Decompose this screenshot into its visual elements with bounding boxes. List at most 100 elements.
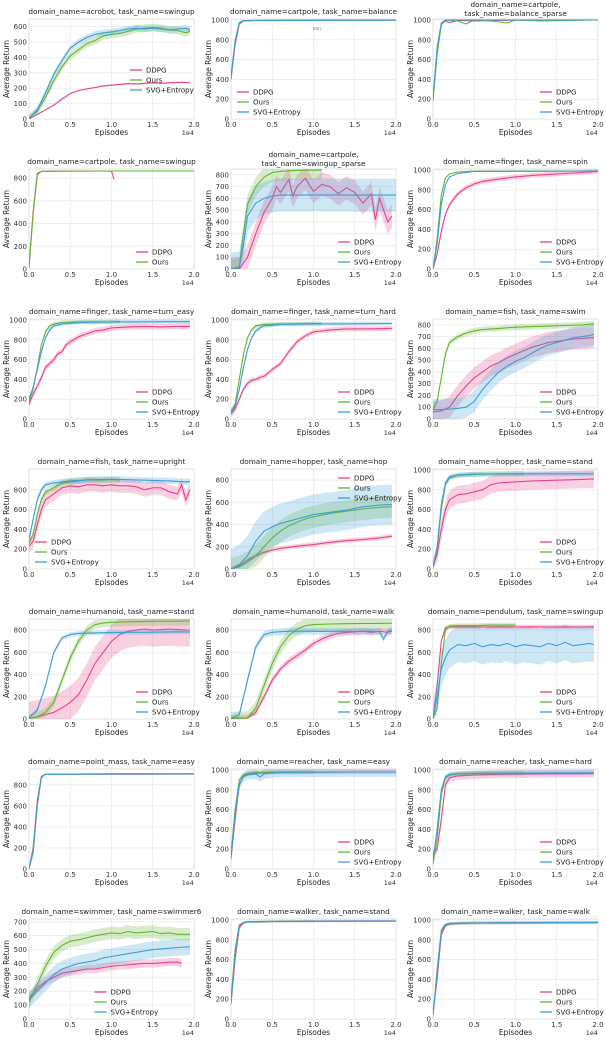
- series-band-ours: [231, 770, 314, 857]
- x-multiplier-label: 1e4: [182, 1029, 194, 1037]
- x-tick-label: 0.5: [267, 571, 278, 579]
- legend-label: SVG+Entropy: [354, 859, 402, 867]
- y-tick-label: 400: [14, 671, 27, 679]
- y-tick-label: 800: [14, 781, 27, 789]
- y-tick-label: 200: [418, 392, 431, 400]
- y-tick-label: 200: [14, 844, 27, 852]
- y-tick-label: 400: [216, 671, 229, 679]
- series-line-ddpg: [433, 337, 594, 413]
- y-axis-label: Average Return: [2, 940, 11, 998]
- legend-label: Ours: [354, 249, 371, 257]
- series-band-ddpg: [231, 534, 392, 569]
- x-tick-label: 1.0: [308, 571, 319, 579]
- y-tick-label: 200: [418, 693, 431, 701]
- y-axis-label: Average Return: [406, 40, 415, 98]
- chart-svg: domain_name=humanoid, task_name=stand 0.0…: [2, 607, 200, 737]
- legend-label: DDPG: [556, 989, 576, 997]
- y-tick-label: 0: [23, 266, 27, 274]
- series-line-ddpg: [231, 535, 392, 569]
- chart-panel: domain_name=walker, task_name=walk 0.0 0.5…: [404, 900, 606, 1054]
- legend-label: Ours: [556, 249, 573, 257]
- series-group: [231, 619, 393, 719]
- chart-legend: DDPG Ours SVG+Entropy: [540, 989, 604, 1017]
- y-tick-label: 0: [427, 566, 431, 574]
- y-tick-label: 200: [418, 846, 431, 854]
- x-tick-label: 2.0: [188, 721, 199, 729]
- y-tick-label: 500: [14, 39, 27, 47]
- x-tick-label: 1.0: [510, 1021, 521, 1029]
- series-group: [29, 619, 190, 719]
- y-tick-label: 1000: [211, 316, 229, 324]
- series-line-ours: [231, 771, 314, 855]
- chart-title: domain_name=fish, task_name=upright: [38, 457, 186, 466]
- y-tick-label: 700: [418, 333, 431, 341]
- chart-svg: domain_name=point_mass, task_name=easy 0.…: [2, 757, 200, 887]
- y-tick-label: 400: [418, 826, 431, 834]
- x-tick-label: 0.0: [427, 121, 438, 129]
- x-tick-label: 2.0: [390, 721, 401, 729]
- series-line-ddpg: [29, 325, 190, 405]
- chart-svg: domain_name=cartpole,task_name=balance_s…: [406, 0, 604, 137]
- y-tick-label: 800: [14, 486, 27, 494]
- y-tick-label: 400: [418, 526, 431, 534]
- legend-label: Ours: [556, 399, 573, 407]
- chart-panel: domain_name=cartpole, task_name=balance_s…: [404, 0, 606, 154]
- x-multiplier-label: 1e4: [384, 129, 396, 137]
- y-tick-label: 600: [216, 356, 229, 364]
- legend-label: SVG+Entropy: [556, 709, 604, 717]
- x-tick-label: 0.0: [225, 871, 236, 879]
- chart-title: domain_name=finger, task_name=turn_hard: [231, 307, 396, 316]
- x-axis-label: Episodes: [499, 878, 532, 887]
- x-tick-label: 2.0: [390, 1021, 401, 1029]
- y-tick-label: 600: [216, 56, 229, 64]
- chart-title: domain_name=fish, task_name=swim: [445, 307, 585, 316]
- chart-title: domain_name=walker, task_name=walk: [441, 907, 591, 916]
- chart-panel: domain_name=walker, task_name=stand 0.0 0.…: [202, 900, 404, 1054]
- x-tick-label: 2.0: [592, 721, 603, 729]
- series-line-ddpg: [231, 177, 393, 269]
- x-tick-label: 0.5: [65, 721, 76, 729]
- chart-title: domain_name=cartpole, task_name=swingup: [27, 157, 196, 166]
- x-tick-label: 0.0: [225, 271, 236, 279]
- y-tick-label: 1000: [211, 766, 229, 774]
- legend-label: DDPG: [556, 689, 576, 697]
- y-tick-label: 400: [14, 376, 27, 384]
- x-multiplier-label: 1e4: [586, 129, 598, 137]
- x-tick-label: 0.0: [23, 871, 34, 879]
- y-tick-label: 600: [14, 506, 27, 514]
- y-axis-label: Average Return: [204, 940, 213, 998]
- x-tick-label: 1.5: [349, 571, 360, 579]
- y-tick-label: 0: [427, 266, 431, 274]
- chart-legend: DDPG Ours SVG+Entropy: [237, 89, 301, 117]
- chart-svg: domain_name=acrobot, task_name=swingup 0.…: [2, 7, 200, 137]
- legend-label: DDPG: [253, 89, 273, 97]
- x-tick-label: 0.5: [469, 271, 480, 279]
- y-axis-label: Average Return: [406, 790, 415, 848]
- x-axis-label: Episodes: [95, 878, 128, 887]
- legend-label: Ours: [556, 549, 573, 557]
- series-line-ours: [231, 169, 322, 269]
- legend-label: DDPG: [354, 389, 374, 397]
- legend-label: SVG+Entropy: [556, 109, 604, 117]
- y-tick-label: 800: [418, 186, 431, 194]
- series-line-svg-entropy: [433, 641, 595, 719]
- y-tick-label: 0: [23, 1016, 27, 1024]
- x-tick-label: 1.0: [510, 271, 521, 279]
- y-tick-label: 0: [225, 716, 229, 724]
- series-line-svg-entropy: [433, 921, 598, 1016]
- legend-label: SVG+Entropy: [253, 109, 301, 117]
- y-tick-label: 0: [427, 116, 431, 124]
- series-line-svg-entropy: [433, 170, 598, 269]
- y-tick-label: 600: [418, 345, 431, 353]
- y-tick-label: 400: [14, 960, 27, 968]
- x-multiplier-label: 1e4: [384, 579, 396, 587]
- x-multiplier-label: 1e4: [182, 729, 194, 737]
- chart-svg: domain_name=reacher, task_name=easy 0.0 0.…: [204, 757, 402, 887]
- y-axis-label: Average Return: [406, 640, 415, 698]
- x-tick-label: 2.0: [592, 571, 603, 579]
- chart-panel: domain_name=finger, task_name=turn_hard 0…: [202, 300, 404, 454]
- x-axis-label: Episodes: [297, 428, 330, 437]
- chart-title: domain_name=pendulum, task_name=swingup: [428, 607, 604, 616]
- legend-label: DDPG: [556, 389, 576, 397]
- x-tick-label: 0.5: [469, 421, 480, 429]
